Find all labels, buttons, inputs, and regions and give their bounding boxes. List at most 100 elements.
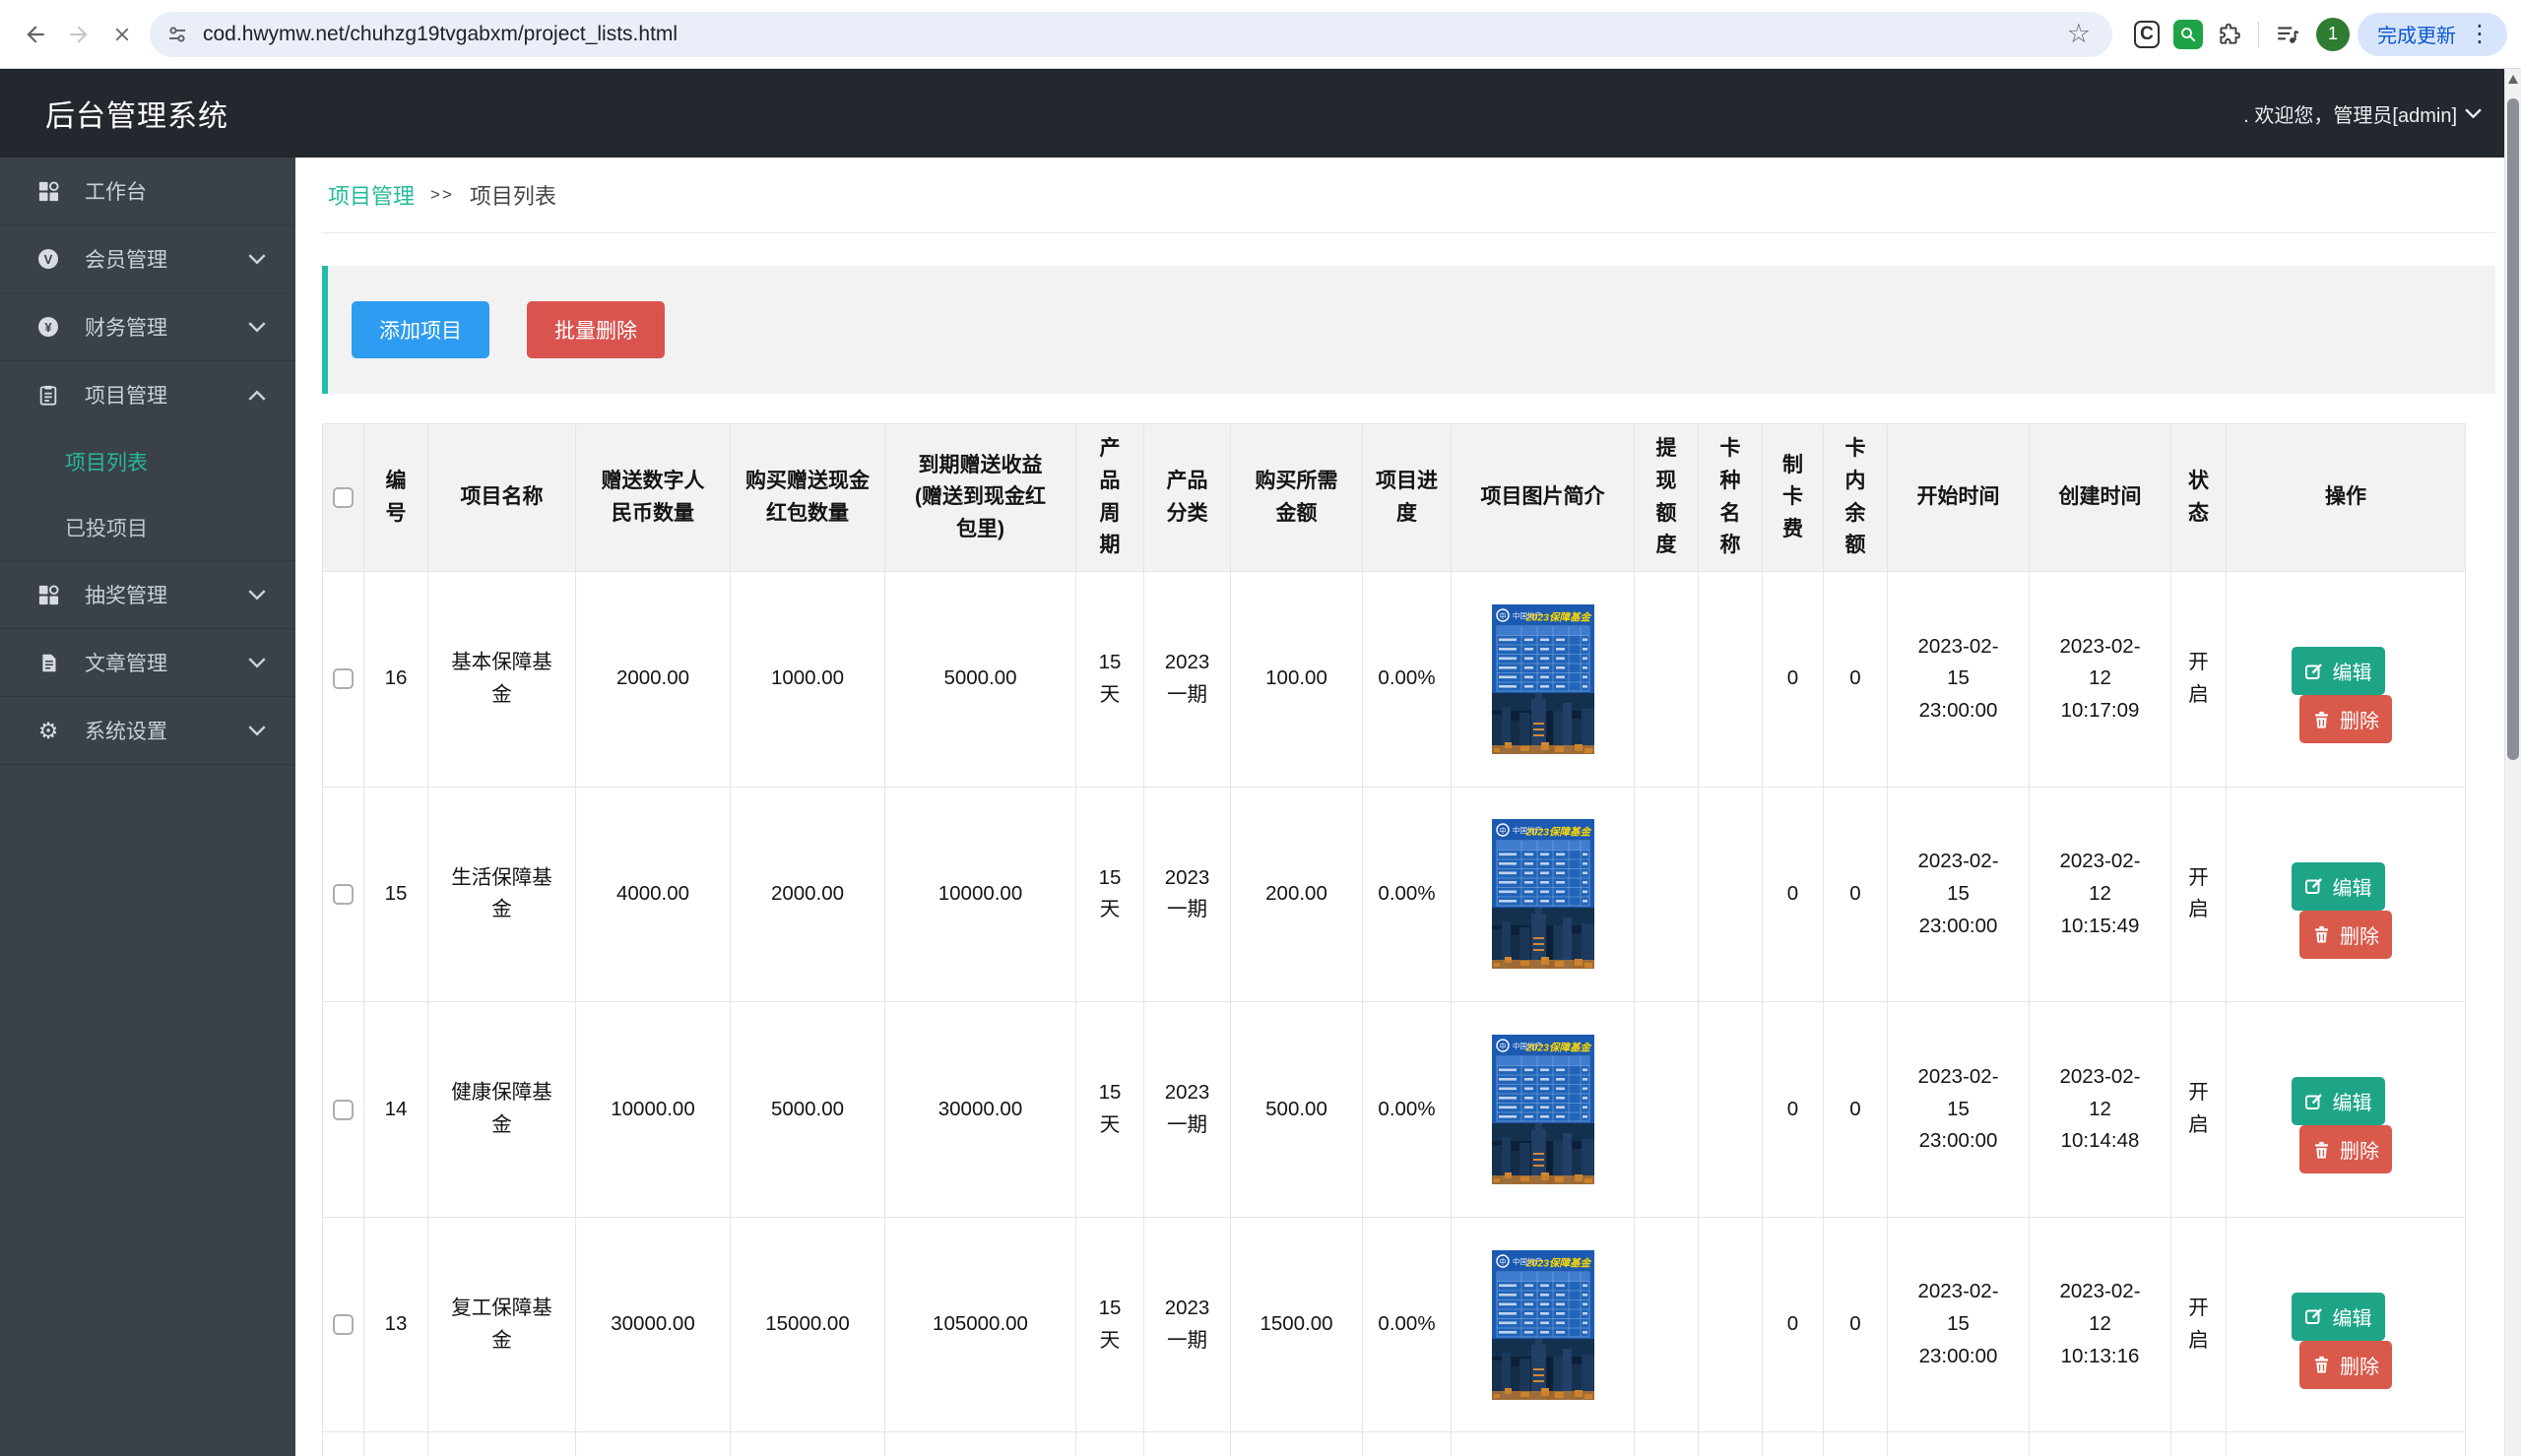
close-x-icon — [111, 24, 133, 45]
row-select-cell — [323, 1002, 364, 1218]
welcome-text: . 欢迎您，管理员[admin] — [2243, 99, 2457, 128]
column-header-card-balance: 卡 内 余 额 — [1824, 424, 1888, 572]
scrollbar-up-arrow-icon[interactable] — [2508, 75, 2518, 84]
sidebar-item-finance[interactable]: ¥ 财务管理 — [0, 293, 295, 360]
cell-redpacket: 5000.00 — [731, 1002, 885, 1218]
delete-button[interactable]: 删除 — [2299, 1341, 2392, 1389]
back-arrow-icon — [23, 22, 48, 47]
row-checkbox[interactable] — [333, 1314, 354, 1335]
reading-list-icon[interactable] — [2267, 14, 2308, 55]
forward-icon[interactable] — [57, 13, 100, 56]
edit-pencil-icon — [2304, 1306, 2324, 1326]
delete-button[interactable]: 删除 — [2299, 911, 2392, 959]
cell-card-balance: 0 — [1824, 1432, 1888, 1456]
sidebar-item-members[interactable]: V 会员管理 — [0, 225, 295, 292]
select-all-header — [323, 424, 364, 572]
edit-button[interactable]: 编辑 — [2292, 647, 2385, 695]
sidebar-item-lottery[interactable]: 抽奖管理 — [0, 561, 295, 628]
menu-kebab-icon[interactable]: ⋮ — [2456, 23, 2497, 46]
profile-avatar[interactable]: 1 — [2316, 18, 2350, 51]
column-header-category: 产品 分类 — [1144, 424, 1231, 572]
cell-cycle: 15 天 — [1076, 787, 1144, 1002]
edit-button[interactable]: 编辑 — [2292, 1293, 2385, 1341]
row-checkbox[interactable] — [333, 668, 354, 689]
cell-project-name: 复工保障基 金 — [428, 1217, 576, 1432]
extension-c-icon[interactable]: C — [2126, 14, 2167, 55]
project-table-wrap: 编 号 项目名称 赠送数字人 民币数量 购买赠送现金 红包数量 到期赠送收益 (… — [322, 423, 2521, 1456]
cell-actions: 编辑 删除 — [2227, 572, 2466, 788]
row-checkbox[interactable] — [333, 1100, 354, 1120]
row-select-cell — [323, 572, 364, 788]
cell-withdraw-quota — [1635, 572, 1699, 788]
table-row: 13 复工保障基 金 30000.00 15000.00 105000.00 1… — [323, 1217, 2466, 1432]
sidebar-item-projects[interactable]: 项目管理 — [0, 361, 295, 428]
delete-button[interactable]: 删除 — [2299, 695, 2392, 743]
user-menu[interactable]: . 欢迎您，管理员[admin] — [2243, 99, 2482, 128]
back-icon[interactable] — [14, 13, 57, 56]
chevron-down-icon — [248, 322, 266, 333]
select-all-checkbox[interactable] — [333, 487, 354, 508]
cell-card-fee: 0 — [1763, 1217, 1824, 1432]
svg-text:2023保障基金: 2023保障基金 — [1524, 1256, 1592, 1269]
cell-card-balance: 0 — [1824, 787, 1888, 1002]
app-title: 后台管理系统 — [45, 92, 228, 135]
cell-purchase-amount: 200.00 — [1231, 787, 1363, 1002]
cell-cycle: 15 天 — [1076, 1002, 1144, 1218]
project-table: 编 号 项目名称 赠送数字人 民币数量 购买赠送现金 红包数量 到期赠送收益 (… — [322, 423, 2466, 1456]
column-header-start-time: 开始时间 — [1888, 424, 2030, 572]
bookmark-star-icon[interactable]: ☆ — [2059, 19, 2099, 49]
extensions-puzzle-icon[interactable] — [2209, 14, 2250, 55]
cell-redpacket: 2000.00 — [731, 787, 885, 1002]
delete-button[interactable]: 删除 — [2299, 1125, 2392, 1173]
column-header-expiry-income: 到期赠送收益 (赠送到现金红 包里) — [885, 424, 1076, 572]
cell-create-time: 2023-02- 12 10:17:09 — [2030, 572, 2171, 788]
svg-text:中: 中 — [1499, 826, 1506, 835]
scrollbar-thumb[interactable] — [2507, 98, 2519, 760]
update-chip[interactable]: 完成更新 ⋮ — [2358, 13, 2507, 56]
cell-status: 开 启 — [2171, 787, 2227, 1002]
address-bar[interactable]: cod.hwymw.net/chuhzg19tvgabxm/project_li… — [150, 12, 2112, 57]
cell-expiry-income: 105000.00 — [885, 1217, 1076, 1432]
cell-image: 中 中国地产 2023保障基金 — [1452, 1432, 1635, 1456]
breadcrumb-page: 项目列表 — [470, 179, 556, 211]
sidebar-item-articles[interactable]: 文章管理 — [0, 629, 295, 696]
breadcrumb-separator: >> — [430, 185, 454, 205]
cell-purchase-amount: 100.00 — [1231, 572, 1363, 788]
column-header-create-time: 创建时间 — [2030, 424, 2171, 572]
project-thumbnail: 中 中国地产 2023保障基金 — [1492, 819, 1594, 969]
cell-card-fee: 0 — [1763, 1002, 1824, 1218]
extension-search-icon[interactable] — [2167, 14, 2209, 55]
svg-text:中: 中 — [1499, 1257, 1506, 1266]
edit-button[interactable]: 编辑 — [2292, 862, 2385, 911]
cell-withdraw-quota — [1635, 1432, 1699, 1456]
url-text[interactable]: cod.hwymw.net/chuhzg19tvgabxm/project_li… — [203, 23, 2059, 46]
edit-button[interactable]: 编辑 — [2292, 1077, 2385, 1125]
add-project-button[interactable]: 添加项目 — [352, 301, 489, 358]
cell-category: 2023 一期 — [1144, 1432, 1231, 1456]
sidebar-item-label: 抽奖管理 — [85, 580, 167, 609]
sidebar-item-workbench[interactable]: 工作台 — [0, 158, 295, 224]
cell-id: 15 — [364, 787, 428, 1002]
table-row: 15 生活保障基 金 4000.00 2000.00 10000.00 15 天… — [323, 787, 2466, 1002]
sidebar-item-invested-projects[interactable]: 已投项目 — [0, 494, 295, 560]
cell-image: 中 中国地产 2023保障基金 — [1452, 572, 1635, 788]
page-scrollbar[interactable] — [2504, 69, 2521, 1456]
cell-category: 2023 一期 — [1144, 1217, 1231, 1432]
cell-card-type — [1699, 787, 1763, 1002]
chevron-down-icon — [248, 658, 266, 668]
forward-arrow-icon — [66, 22, 92, 47]
site-info-icon[interactable] — [165, 23, 189, 46]
batch-delete-button[interactable]: 批量删除 — [527, 301, 665, 358]
cell-start-time: 2023-02- 15 23:00:00 — [1888, 1217, 2030, 1432]
table-row: 16 基本保障基 金 2000.00 1000.00 5000.00 15 天 … — [323, 572, 2466, 788]
grid-icon — [35, 180, 61, 203]
row-checkbox[interactable] — [333, 884, 354, 905]
cell-purchase-amount: 5000.00 — [1231, 1432, 1363, 1456]
breadcrumb-section[interactable]: 项目管理 — [328, 179, 415, 211]
column-header-actions: 操作 — [2227, 424, 2466, 572]
sidebar-item-settings[interactable]: ⚙ 系统设置 — [0, 697, 295, 764]
cell-redpacket: 50000.00 — [731, 1432, 885, 1456]
stop-loading-icon[interactable] — [100, 13, 144, 56]
cell-cycle: 15 天 — [1076, 572, 1144, 788]
sidebar-item-project-list[interactable]: 项目列表 — [0, 428, 295, 494]
